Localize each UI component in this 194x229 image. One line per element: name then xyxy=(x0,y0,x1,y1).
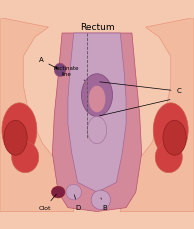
Text: Rectum: Rectum xyxy=(80,23,114,32)
Text: Pectinate
line: Pectinate line xyxy=(53,66,85,80)
Ellipse shape xyxy=(87,116,107,144)
Ellipse shape xyxy=(163,120,186,155)
Text: B: B xyxy=(101,198,107,210)
Ellipse shape xyxy=(66,184,81,200)
Text: D: D xyxy=(74,195,80,210)
Polygon shape xyxy=(120,17,194,212)
Ellipse shape xyxy=(54,63,66,77)
Text: Clot: Clot xyxy=(38,194,56,210)
Ellipse shape xyxy=(153,103,188,157)
Ellipse shape xyxy=(12,142,39,173)
Polygon shape xyxy=(52,33,142,212)
Ellipse shape xyxy=(81,74,113,116)
Text: C: C xyxy=(100,82,181,94)
Ellipse shape xyxy=(88,85,106,113)
Text: A: A xyxy=(39,57,58,69)
Polygon shape xyxy=(68,33,126,192)
Polygon shape xyxy=(0,17,74,212)
Ellipse shape xyxy=(51,186,65,198)
Ellipse shape xyxy=(4,120,27,155)
Ellipse shape xyxy=(91,190,111,210)
Ellipse shape xyxy=(155,142,182,173)
Ellipse shape xyxy=(2,103,37,157)
